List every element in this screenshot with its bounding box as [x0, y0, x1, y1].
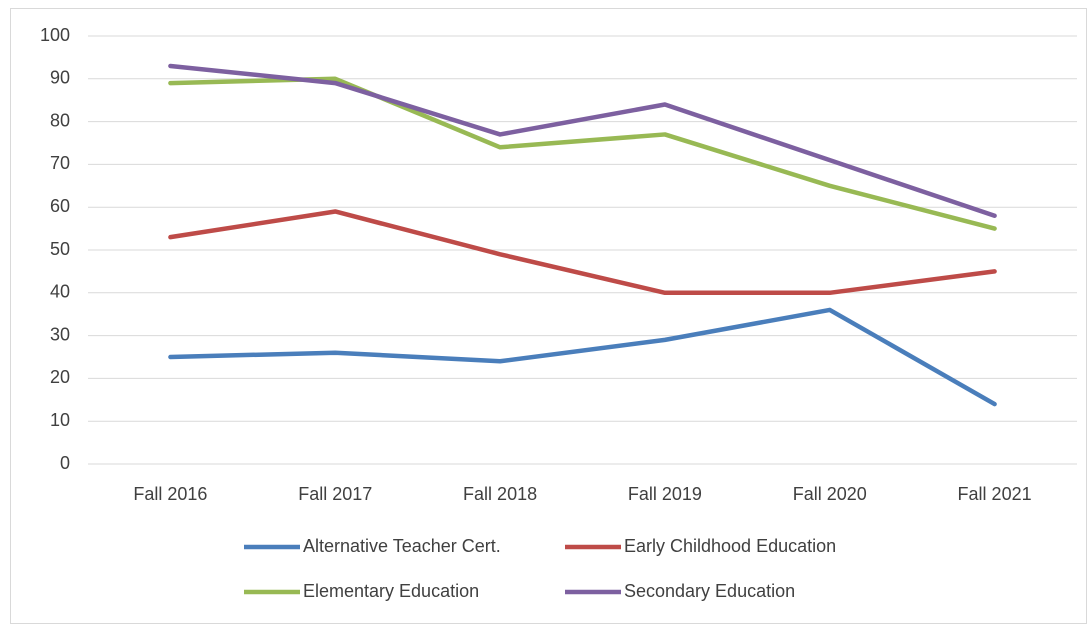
y-tick-label: 60 — [50, 196, 70, 216]
x-tick-label: Fall 2018 — [463, 484, 537, 504]
y-tick-label: 40 — [50, 282, 70, 302]
x-tick-label: Fall 2019 — [628, 484, 702, 504]
x-tick-label: Fall 2016 — [133, 484, 207, 504]
series-line — [168, 307, 997, 407]
y-tick-label: 0 — [60, 453, 70, 473]
legend-label: Early Childhood Education — [624, 536, 836, 556]
y-tick-label: 50 — [50, 239, 70, 259]
y-tick-label: 10 — [50, 410, 70, 430]
y-tick-label: 70 — [50, 153, 70, 173]
x-tick-label: Fall 2021 — [958, 484, 1032, 504]
y-tick-label: 80 — [50, 110, 70, 130]
x-tick-label: Fall 2017 — [298, 484, 372, 504]
y-tick-label: 20 — [50, 367, 70, 387]
y-tick-label: 30 — [50, 324, 70, 344]
y-tick-label: 100 — [40, 25, 70, 45]
legend-label: Secondary Education — [624, 581, 795, 601]
y-tick-label: 90 — [50, 68, 70, 88]
chart-border — [10, 8, 1087, 624]
legend-label: Alternative Teacher Cert. — [303, 536, 501, 556]
legend-label: Elementary Education — [303, 581, 479, 601]
series-line — [168, 63, 997, 219]
x-tick-label: Fall 2020 — [793, 484, 867, 504]
series-line — [168, 209, 997, 296]
